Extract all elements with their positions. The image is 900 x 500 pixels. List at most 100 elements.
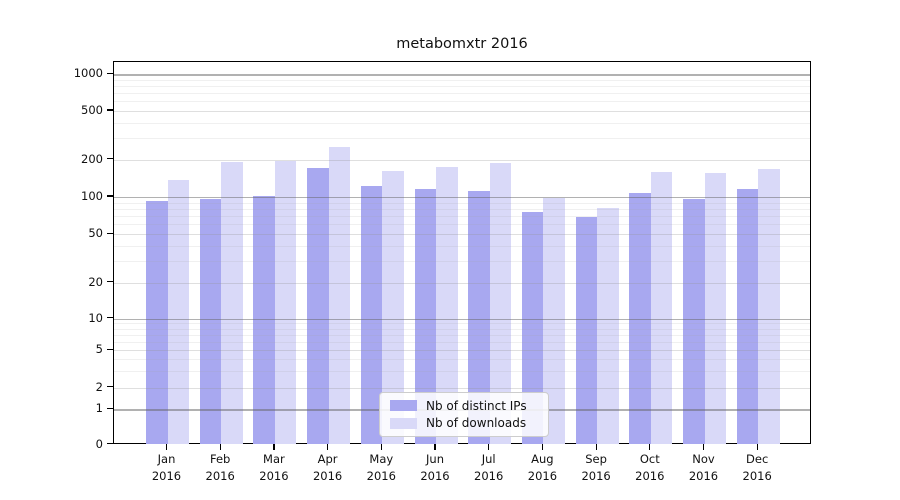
bar-distinct-ips-dec (736, 188, 759, 445)
bar-distinct-ips-jun (414, 189, 436, 445)
gridline-80 (114, 209, 810, 210)
bar-distinct-ips-jul (468, 191, 490, 445)
bar-downloads-mar (274, 160, 297, 445)
y-tick-mark-50 (106, 232, 113, 234)
x-tick-mark-jul (488, 444, 490, 450)
y-tick-label-20: 20 (88, 274, 103, 289)
bar-downloads-jan (167, 180, 189, 445)
bar-distinct-ips-mar (253, 196, 275, 445)
y-tick-label-5: 5 (95, 342, 103, 357)
y-tick-label-100: 100 (81, 189, 103, 203)
y-tick-mark-20 (106, 281, 113, 283)
y-tick-label-1: 1 (95, 401, 103, 416)
legend-swatch-distinct-ips-icon (390, 400, 417, 412)
x-tick-label-sep: Sep 2016 (581, 452, 611, 483)
bar-distinct-ips-may (360, 186, 383, 445)
x-tick-mark-may (380, 444, 382, 450)
gridline-1000 (114, 74, 810, 76)
x-tick-label-jul: Jul 2016 (474, 452, 504, 483)
gridline-60 (114, 224, 810, 226)
gridline-200 (114, 159, 810, 161)
gridline-30 (114, 261, 810, 263)
y-tick-mark-1 (106, 407, 113, 409)
gridline-8 (114, 328, 810, 330)
x-tick-mark-mar (273, 444, 275, 450)
x-tick-mark-aug (541, 444, 544, 450)
x-tick-label-jun: Jun 2016 (420, 452, 450, 483)
x-tick-mark-jan (165, 444, 168, 450)
bar-downloads-nov (704, 173, 726, 445)
gridline-5 (114, 350, 810, 352)
x-tick-mark-jun (434, 444, 436, 450)
y-tick-mark-0 (106, 442, 113, 445)
bar-downloads-sep (597, 207, 619, 445)
bar-downloads-dec (758, 169, 780, 445)
x-tick-mark-dec (756, 444, 758, 450)
gridline-600 (114, 101, 810, 103)
gridline-6 (114, 341, 810, 343)
gridline-10 (114, 318, 810, 320)
x-tick-label-feb: Feb 2016 (205, 452, 235, 483)
y-tick-mark-1000 (106, 72, 113, 74)
x-tick-mark-apr (327, 444, 329, 450)
gridline-500 (114, 111, 810, 112)
x-tick-mark-sep (595, 444, 597, 450)
bar-distinct-ips-jan (146, 200, 168, 445)
legend-swatch-downloads-icon (390, 417, 417, 429)
bar-downloads-may (382, 170, 404, 445)
gridline-20 (114, 282, 810, 284)
bar-distinct-ips-apr (307, 168, 329, 445)
y-tick-mark-10 (106, 316, 113, 319)
bar-downloads-jun (436, 166, 458, 445)
x-tick-label-aug: Aug 2016 (527, 452, 558, 483)
x-tick-mark-oct (649, 444, 651, 450)
bar-downloads-apr (328, 147, 351, 445)
bar-downloads-aug (543, 197, 565, 445)
x-tick-label-may: May 2016 (366, 452, 396, 483)
x-tick-label-dec: Dec 2016 (742, 452, 772, 483)
gridline-9 (114, 323, 810, 325)
y-tick-label-50: 50 (88, 226, 103, 241)
x-tick-mark-nov (702, 444, 705, 450)
gridline-800 (114, 86, 810, 88)
y-tick-mark-2 (106, 386, 113, 388)
y-tick-label-10: 10 (88, 310, 103, 325)
plot-area: Nb of distinct IPs Nb of downloads (113, 61, 811, 445)
gridline-50 (114, 234, 810, 236)
y-tick-label-500: 500 (81, 103, 103, 117)
gridline-70 (114, 216, 810, 218)
gridline-4 (114, 359, 810, 361)
bar-distinct-ips-sep (575, 216, 598, 445)
legend-row-downloads: Nb of downloads (380, 416, 548, 430)
bar-downloads-feb (221, 162, 243, 445)
legend-label-distinct-ips: Nb of distinct IPs (426, 398, 527, 413)
x-tick-label-oct: Oct 2016 (635, 452, 665, 483)
y-tick-label-1000: 1000 (73, 66, 103, 81)
legend-row-distinct-ips: Nb of distinct IPs (380, 399, 548, 413)
x-tick-label-nov: Nov 2016 (688, 452, 719, 483)
bar-distinct-ips-aug (521, 211, 544, 445)
y-tick-label-200: 200 (81, 151, 103, 166)
gridline-400 (114, 122, 810, 124)
x-tick-label-apr: Apr 2016 (312, 452, 343, 483)
y-tick-mark-200 (106, 158, 113, 160)
y-tick-mark-100 (106, 195, 113, 197)
x-tick-label-jan: Jan 2016 (151, 452, 182, 483)
bar-distinct-ips-nov (683, 199, 705, 445)
legend-label-downloads: Nb of downloads (426, 416, 527, 431)
gridline-7 (114, 334, 810, 336)
gridline-700 (114, 93, 810, 95)
x-tick-mark-feb (219, 444, 221, 450)
y-tick-label-2: 2 (95, 379, 103, 394)
gridline-900 (114, 79, 810, 81)
gridline-3 (114, 371, 810, 373)
chart-title: metabomxtr 2016 (396, 36, 528, 52)
gridline-90 (114, 202, 810, 204)
bar-downloads-jul (489, 163, 512, 445)
bar-distinct-ips-feb (199, 198, 222, 445)
gridline-100 (114, 197, 810, 199)
x-tick-label-mar: Mar 2016 (259, 452, 289, 483)
y-tick-mark-5 (106, 348, 113, 350)
bars-layer (114, 62, 810, 445)
